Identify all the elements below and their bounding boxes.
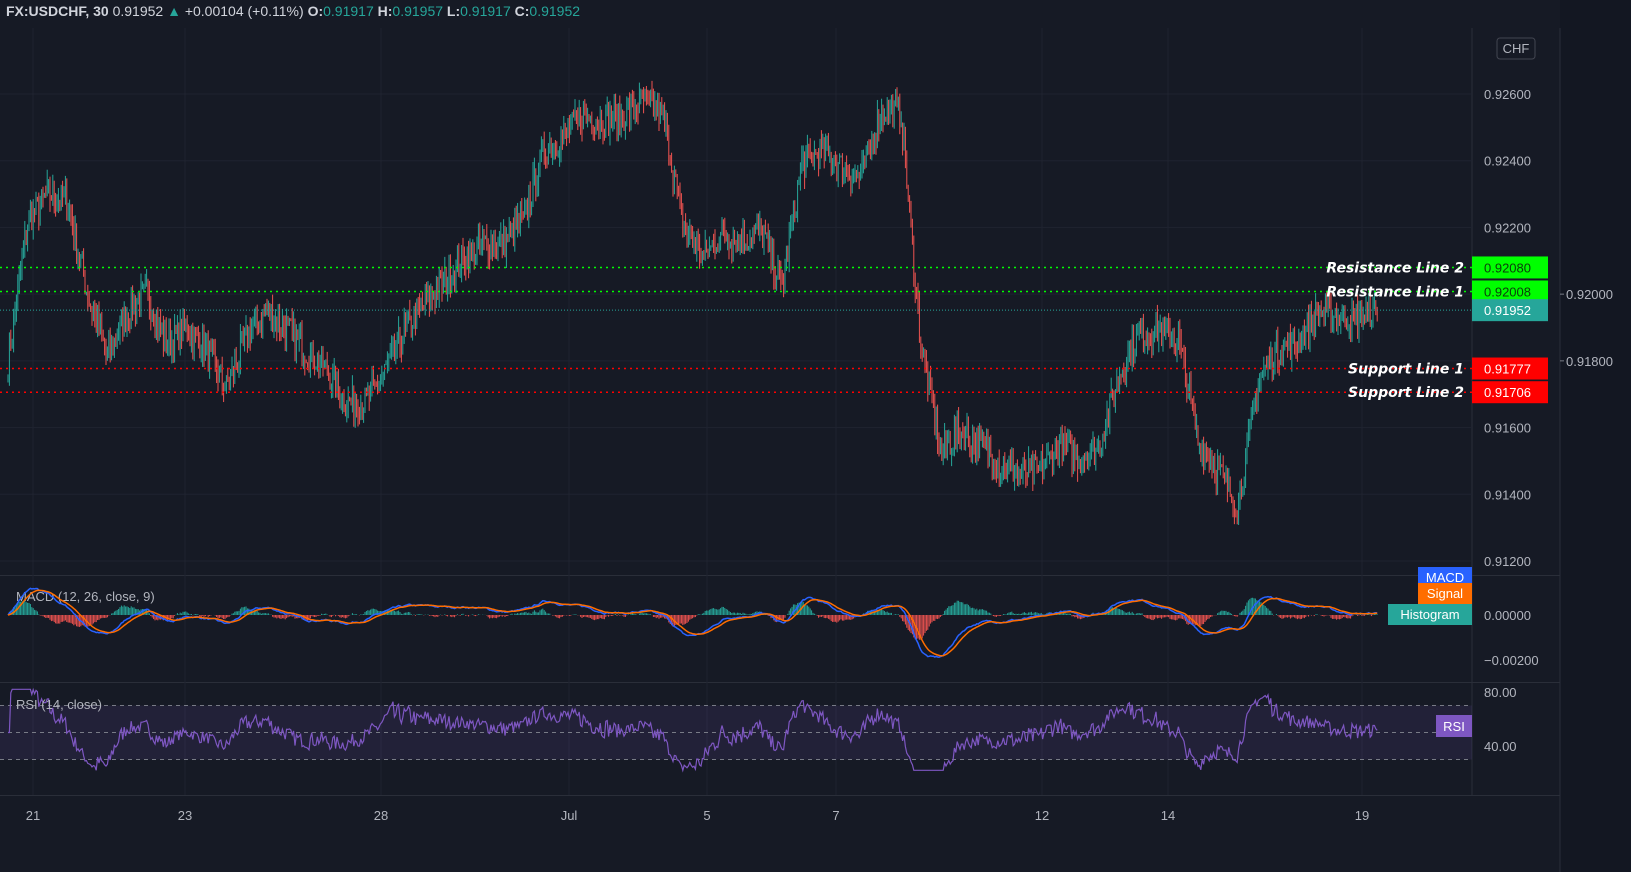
price-tick-label: 0.91400: [1484, 487, 1531, 502]
price-tick-label: 0.92600: [1484, 87, 1531, 102]
date-tick-label: 23: [178, 808, 192, 823]
macd-legend-tag-label: Signal: [1427, 586, 1463, 601]
resistance-price-tag-label: 0.92008: [1484, 284, 1531, 299]
open-value: 0.91917: [323, 3, 374, 19]
candles: [7, 80, 1378, 525]
right-gutter: [1560, 0, 1631, 872]
rsi-tick-label: 80.00: [1484, 685, 1517, 700]
support-price-tag-label: 0.91706: [1484, 385, 1531, 400]
support-price-tag-label: 0.91777: [1484, 362, 1531, 377]
price-tick-label: 0.91800: [1566, 354, 1613, 369]
date-tick-label: 21: [26, 808, 40, 823]
close-label: C:: [514, 3, 530, 19]
rsi-tag-label: RSI: [1443, 719, 1465, 734]
open-label: O:: [307, 3, 324, 19]
rsi-line: [8, 687, 1378, 773]
support-line-label: Support Line 2: [1348, 385, 1464, 401]
date-tick-label: Jul: [561, 808, 578, 823]
support-price-tag: [1472, 381, 1548, 404]
rsi-tag: [1436, 715, 1472, 737]
resistance-price-tag-label: 0.92080: [1484, 260, 1531, 275]
resistance-price-tag: [1472, 280, 1548, 303]
price-tick-label: 0.92200: [1484, 220, 1531, 235]
high-label: H:: [377, 3, 393, 19]
rsi-title: RSI (14, close): [16, 697, 102, 712]
support-price-tag: [1472, 357, 1548, 380]
close-value: 0.91952: [529, 3, 581, 19]
low-value: 0.91917: [460, 3, 511, 19]
last-price: 0.91952: [112, 3, 164, 19]
macd-line: [7, 587, 1378, 658]
macd-legend-tag: [1418, 567, 1472, 588]
macd-legend-tag-label: MACD: [1426, 570, 1464, 585]
currency-badge[interactable]: [1496, 37, 1536, 60]
macd-histogram: [8, 597, 1378, 640]
date-tick-label: 12: [1035, 808, 1049, 823]
up-arrow-icon: ▲: [167, 3, 181, 19]
macd-legend-tag: [1388, 604, 1472, 625]
currency-badge-label: CHF: [1503, 41, 1530, 56]
symbol-legend: FX:USDCHF, 30 0.91952 ▲ +0.00104 (+0.11%…: [6, 3, 580, 19]
macd-tick-label: 0.00000: [1484, 608, 1531, 623]
support-line-label: Support Line 1: [1348, 362, 1464, 378]
high-value: 0.91957: [392, 3, 444, 19]
resistance-line-label: Resistance Line 2: [1326, 260, 1464, 276]
signal-line: [7, 589, 1378, 657]
resistance-price-tag: [1472, 256, 1548, 279]
low-label: L:: [446, 3, 461, 19]
price-tick-label: 0.92400: [1484, 154, 1531, 169]
date-tick-label: 14: [1161, 808, 1175, 823]
current-price-tag: [1472, 299, 1548, 322]
macd-tick-label: −0.00200: [1484, 653, 1539, 668]
date-tick-label: 28: [374, 808, 388, 823]
rsi-tick-label: 40.00: [1484, 739, 1517, 754]
date-tick-label: 5: [703, 808, 710, 823]
price-change: +0.00104 (+0.11%): [184, 3, 304, 19]
date-tick-label: 19: [1355, 808, 1369, 823]
date-tick-label: 7: [832, 808, 839, 823]
resistance-line-label: Resistance Line 1: [1326, 284, 1464, 300]
symbol-name[interactable]: FX:USDCHF, 30: [6, 3, 109, 19]
macd-legend-tag-label: Histogram: [1400, 607, 1459, 622]
price-tick-label: 0.92000: [1566, 287, 1613, 302]
current-price-tag-label: 0.91952: [1484, 303, 1531, 318]
price-tick-label: 0.91200: [1484, 554, 1531, 569]
price-tick-label: 0.91600: [1484, 421, 1531, 436]
macd-legend-tag: [1418, 583, 1472, 604]
